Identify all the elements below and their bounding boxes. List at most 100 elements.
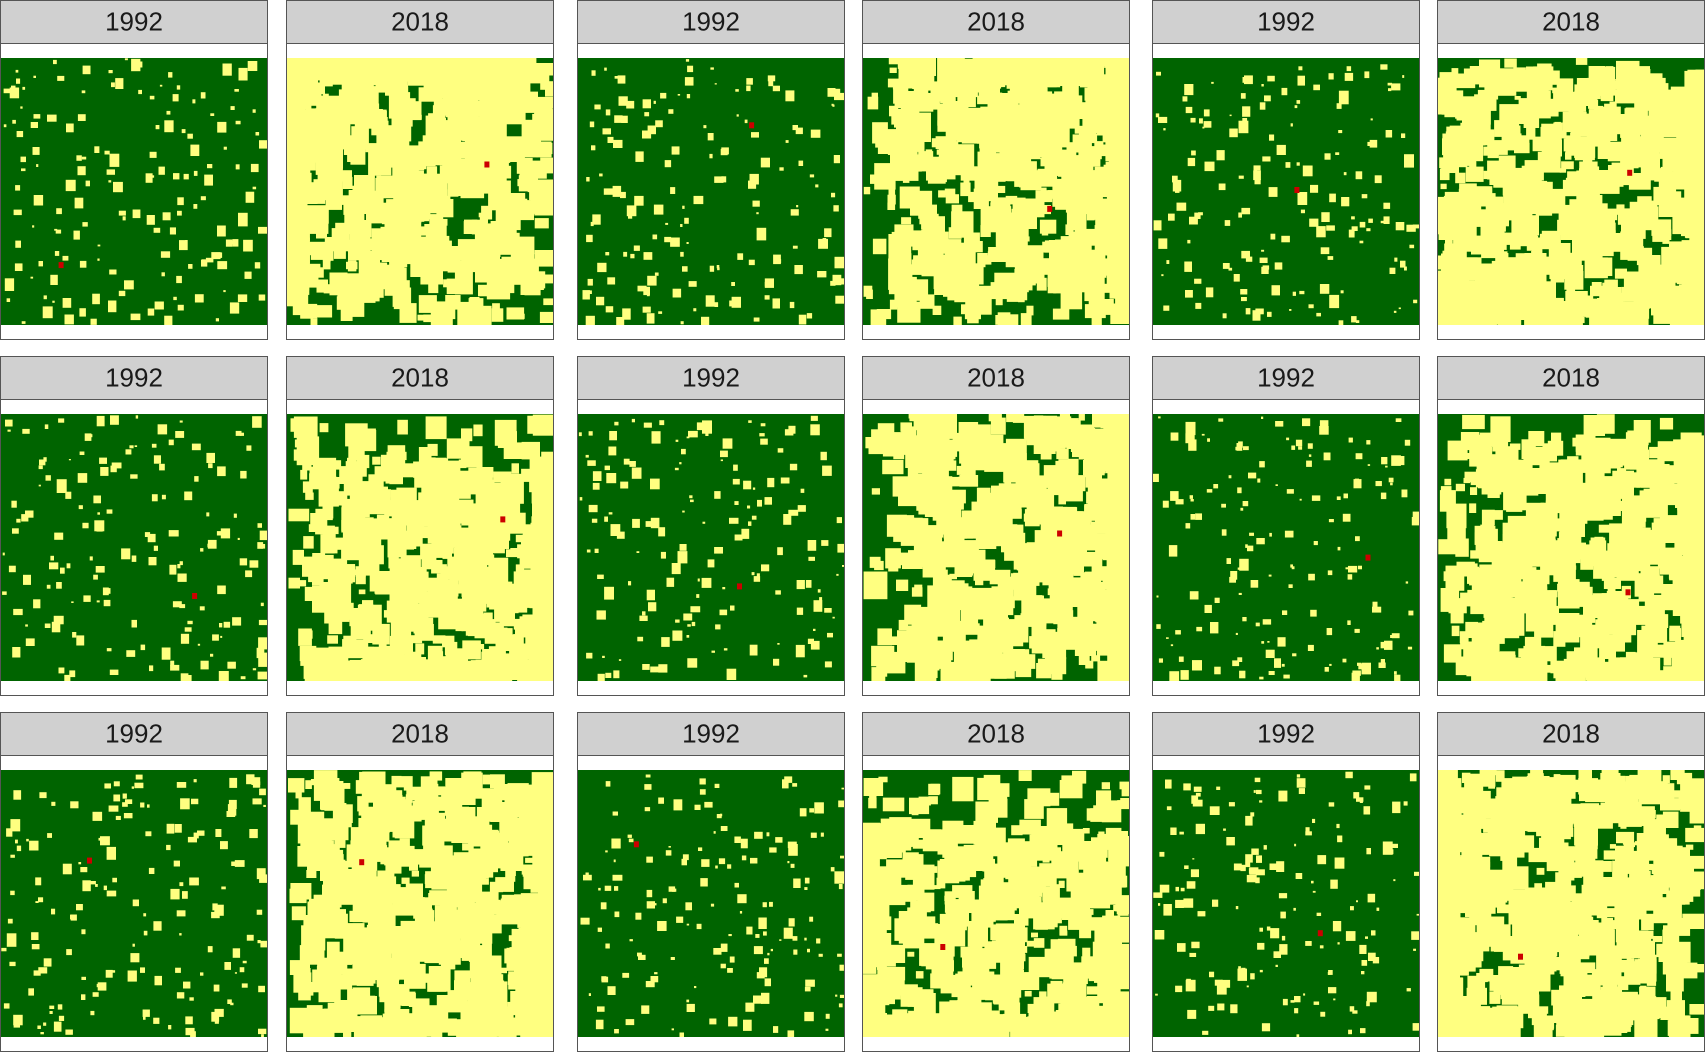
cropland <box>287 266 307 280</box>
cropland <box>1602 75 1615 85</box>
cropland <box>1311 495 1321 501</box>
cropland <box>1201 433 1205 436</box>
panel-label: 1992 <box>1257 6 1315 36</box>
cropland <box>979 166 999 193</box>
cropland <box>1071 58 1078 66</box>
cropland <box>134 445 138 447</box>
cropland <box>997 312 1011 325</box>
cropland <box>1366 440 1371 445</box>
cropland <box>901 217 912 225</box>
cropland <box>94 520 105 532</box>
urban <box>1294 187 1300 193</box>
cropland <box>900 517 923 546</box>
cropland <box>596 610 606 620</box>
cropland <box>179 420 183 423</box>
cropland <box>806 313 813 319</box>
cropland <box>539 586 553 600</box>
cropland <box>948 227 962 239</box>
cropland <box>919 493 930 508</box>
cropland <box>810 640 820 650</box>
cropland <box>54 532 64 540</box>
cropland <box>148 557 157 566</box>
cropland <box>1601 240 1614 257</box>
cropland <box>484 121 507 149</box>
cropland <box>312 553 326 565</box>
cropland <box>423 314 434 323</box>
cropland <box>1229 576 1236 583</box>
cropland <box>231 240 235 245</box>
cropland <box>1189 495 1193 499</box>
cropland <box>22 428 30 434</box>
cropland <box>591 518 598 523</box>
cropland <box>1481 509 1495 526</box>
cropland <box>235 430 242 436</box>
cropland <box>1359 240 1364 244</box>
cropland <box>519 616 540 634</box>
cropland <box>996 639 1010 651</box>
cropland <box>218 671 229 681</box>
cropland <box>1118 594 1129 604</box>
cropland <box>705 432 709 436</box>
cropland <box>1189 216 1198 225</box>
cropland <box>247 61 258 71</box>
cropland <box>934 285 946 295</box>
cropland <box>951 489 966 504</box>
cropland <box>1253 165 1261 171</box>
cropland <box>399 303 417 323</box>
strip <box>1437 0 1705 44</box>
cropland <box>259 140 267 149</box>
cropland <box>809 174 815 178</box>
cropland <box>15 69 19 73</box>
cropland <box>960 182 971 197</box>
cropland <box>1668 125 1678 134</box>
cropland <box>908 455 925 466</box>
cropland <box>898 137 907 148</box>
cropland <box>1166 637 1169 639</box>
cropland <box>996 514 1007 526</box>
cropland <box>1041 192 1049 198</box>
cropland <box>677 551 688 564</box>
cropland <box>1085 660 1094 669</box>
cropland <box>77 166 86 176</box>
cropland <box>688 281 697 287</box>
cropland <box>90 318 97 325</box>
cropland <box>1385 465 1388 468</box>
cropland <box>500 233 515 249</box>
cropland <box>1343 172 1347 176</box>
cropland <box>1244 75 1253 85</box>
cropland <box>1368 218 1373 223</box>
cropland <box>588 290 592 294</box>
cropland <box>1629 159 1639 166</box>
cropland <box>312 578 321 586</box>
cropland <box>38 261 43 267</box>
cropland <box>184 491 193 501</box>
cropland <box>62 255 69 261</box>
cropland <box>928 642 943 657</box>
cropland <box>714 176 724 183</box>
forest <box>1153 414 1419 681</box>
cropland <box>1484 193 1496 202</box>
cropland <box>1033 100 1057 121</box>
cropland <box>3 124 7 128</box>
cropland <box>85 180 90 187</box>
cropland <box>1024 421 1039 441</box>
cropland <box>997 185 1006 193</box>
cropland <box>1298 446 1303 450</box>
cropland <box>1366 228 1371 232</box>
cropland <box>796 580 805 590</box>
cropland <box>888 166 899 178</box>
cropland <box>1586 77 1595 86</box>
cropland <box>951 217 961 225</box>
cropland <box>316 279 328 293</box>
cropland <box>159 463 165 471</box>
cropland <box>136 61 143 68</box>
cropland <box>252 416 262 428</box>
cropland <box>342 176 353 189</box>
cropland <box>1606 208 1618 221</box>
cropland <box>106 169 115 175</box>
cropland <box>517 179 524 187</box>
cropland <box>1091 211 1098 217</box>
cropland <box>545 88 553 97</box>
cropland <box>194 294 204 303</box>
cropland <box>323 284 334 294</box>
